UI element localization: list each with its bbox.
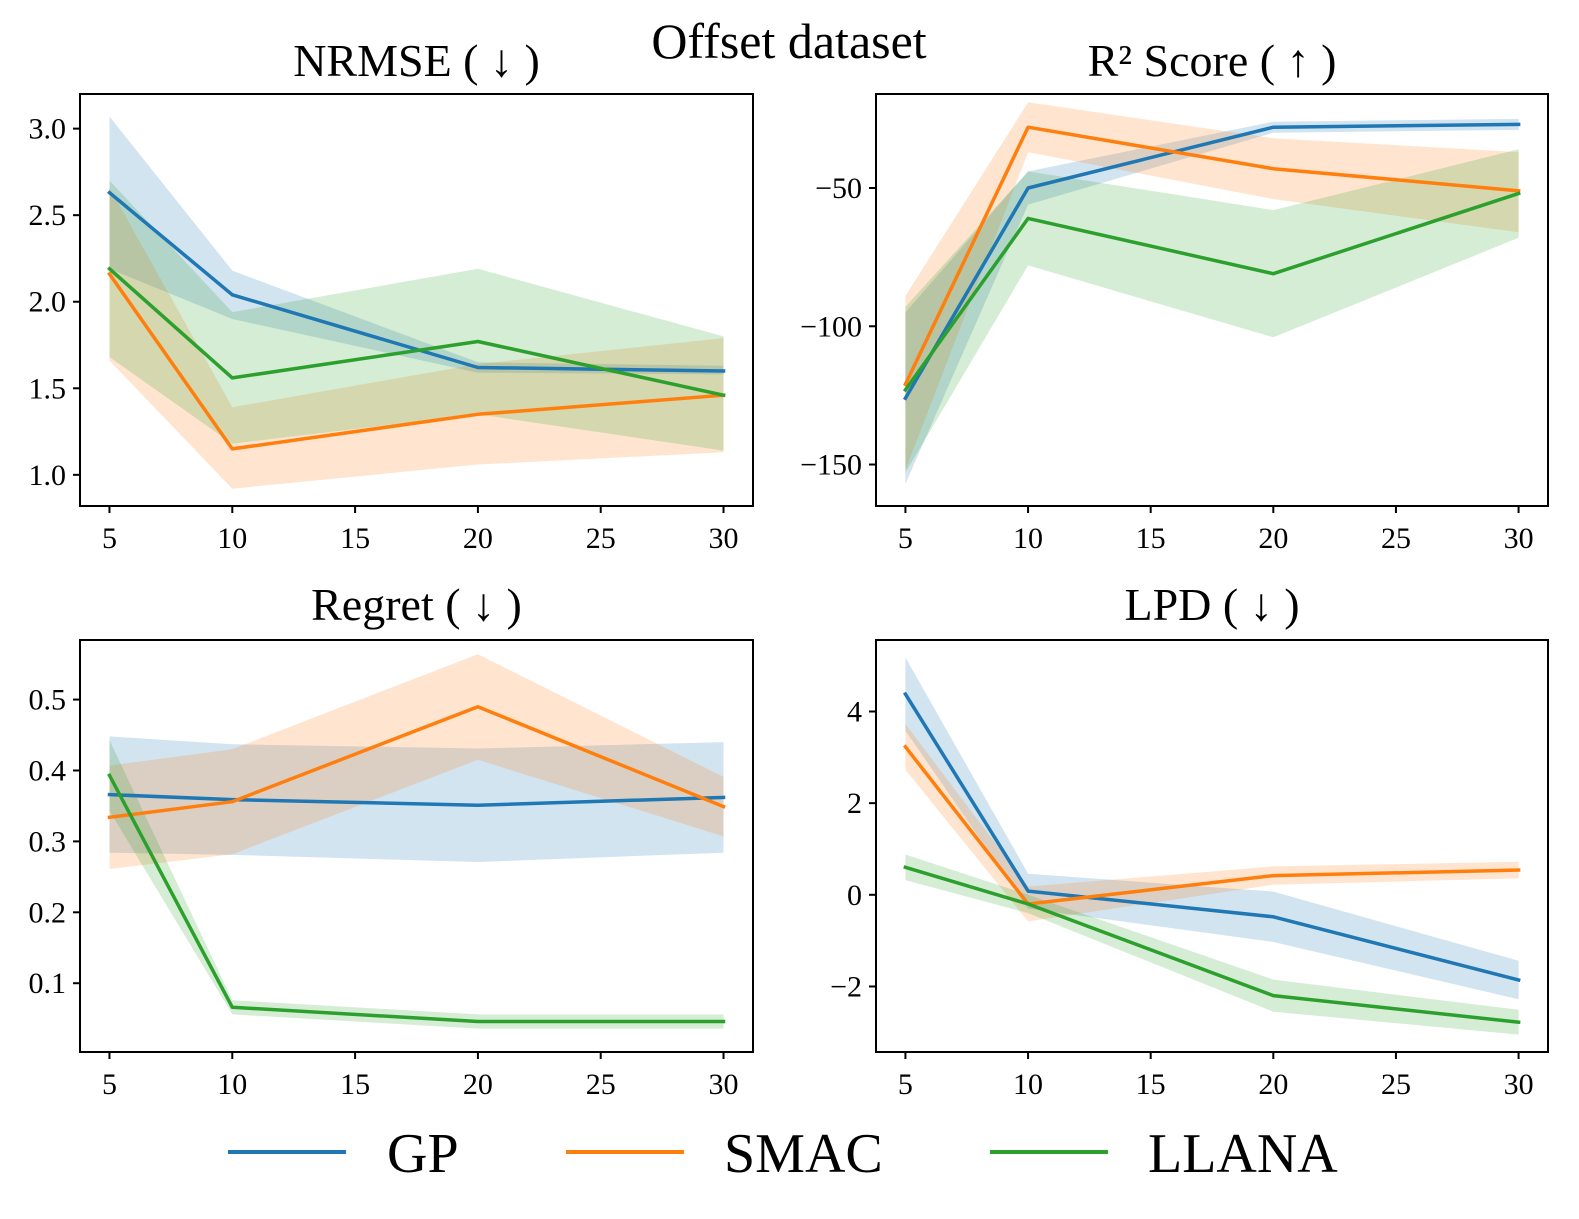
line-smac [903,125,1521,387]
band-smac [905,102,1519,471]
x-tick-label: 5 [898,522,913,555]
x-tick-label: 30 [1504,1068,1534,1101]
y-tick-label: 2 [847,787,862,820]
y-tick-label: −100 [800,310,862,343]
line-llana [107,773,726,1024]
x-tick-label: 20 [1258,522,1288,555]
legend-item-smac: SMAC [566,1123,883,1185]
axes-frame [79,93,754,507]
y-tick-label: −150 [800,449,862,482]
x-tick-label: 10 [1013,1068,1043,1101]
axes-frame [875,639,1549,1053]
x-tick-label: 10 [1013,522,1043,555]
band-smac [109,187,724,489]
y-tick-label: 0 [847,879,862,912]
subplot-title: LPD ( ↓ ) [1124,579,1299,630]
legend-label: GP [387,1123,459,1185]
subplot-2: R² Score ( ↑ ) 5 10 15 20 25 30 −150 −100 −50 [800,35,1549,555]
subplot-1: NRMSE ( ↓ ) 5 10 15 20 25 30 1.0 1.5 2.0 2.5 3.0 [29,35,754,555]
x-tick-label: 30 [1504,522,1534,555]
y-tick-label: 0.1 [29,967,67,1000]
band-gp [109,116,724,375]
band-gp [109,736,724,862]
band-gp [905,657,1519,1000]
x-tick-label: 20 [463,1068,493,1101]
y-tick-label: 1.0 [29,459,67,492]
x-tick-label: 25 [586,522,616,555]
line-llana [902,191,1521,393]
x-tick-label: 15 [1136,522,1166,555]
x-tick-label: 30 [709,1068,739,1101]
x-tick-label: 5 [102,1068,117,1101]
y-tick-label: 2.5 [29,199,67,232]
y-tick-label: 0.5 [29,684,67,717]
line-smac [902,744,1521,906]
x-tick-label: 10 [217,1068,247,1101]
subplot-3: Regret ( ↓ ) 5 10 15 20 25 30 0.1 0.2 0.3 0.4 0.5 [29,579,754,1101]
y-tick-label: 0.2 [29,896,67,929]
subplot-title: NRMSE ( ↓ ) [293,35,540,86]
y-tick-label: 1.5 [29,372,67,405]
x-tick-label: 5 [898,1068,913,1101]
x-tick-label: 20 [463,522,493,555]
line-gp [107,792,726,807]
y-tick-label: 2.0 [29,286,67,319]
x-tick-label: 5 [102,522,117,555]
line-gp [903,122,1521,401]
band-llana [905,149,1519,473]
legend-label: SMAC [724,1123,883,1185]
line-gp [902,691,1521,983]
x-tick-label: 20 [1258,1068,1288,1101]
x-tick-label: 15 [340,1068,370,1101]
x-tick-label: 15 [1136,1068,1166,1101]
y-tick-label: 3.0 [29,113,67,146]
line-llana [107,266,726,398]
figure-title: Offset dataset [651,13,926,69]
subplot-title: Regret ( ↓ ) [311,579,522,630]
band-llana [109,180,724,451]
y-tick-label: 4 [847,695,862,728]
axes-frame [79,639,754,1053]
y-tick-label: 0.3 [29,825,67,858]
subplot-title: R² Score ( ↑ ) [1088,35,1337,86]
line-llana [903,865,1521,1025]
x-tick-label: 10 [217,522,247,555]
subplot-4: LPD ( ↓ ) 5 10 15 20 25 30 −2 0 2 4 [830,579,1549,1101]
band-smac [109,654,724,869]
legend: GP SMAC LLANA [228,1123,1338,1185]
y-tick-label: 0.4 [29,754,67,787]
x-tick-label: 25 [586,1068,616,1101]
x-tick-label: 25 [1381,1068,1411,1101]
legend-item-llana: LLANA [990,1123,1338,1185]
x-tick-label: 15 [340,522,370,555]
axes-frame [875,93,1549,507]
line-smac [107,704,726,820]
x-tick-label: 30 [709,522,739,555]
legend-label: LLANA [1148,1123,1338,1185]
x-tick-label: 25 [1381,522,1411,555]
line-smac [107,271,726,451]
y-tick-label: −50 [815,172,862,205]
y-tick-label: −2 [830,970,862,1003]
subplots: NRMSE ( ↓ )5 10 15 20 25 301.01.52.02.53.0R² … [29,35,1549,1101]
legend-item-gp: GP [228,1123,459,1185]
